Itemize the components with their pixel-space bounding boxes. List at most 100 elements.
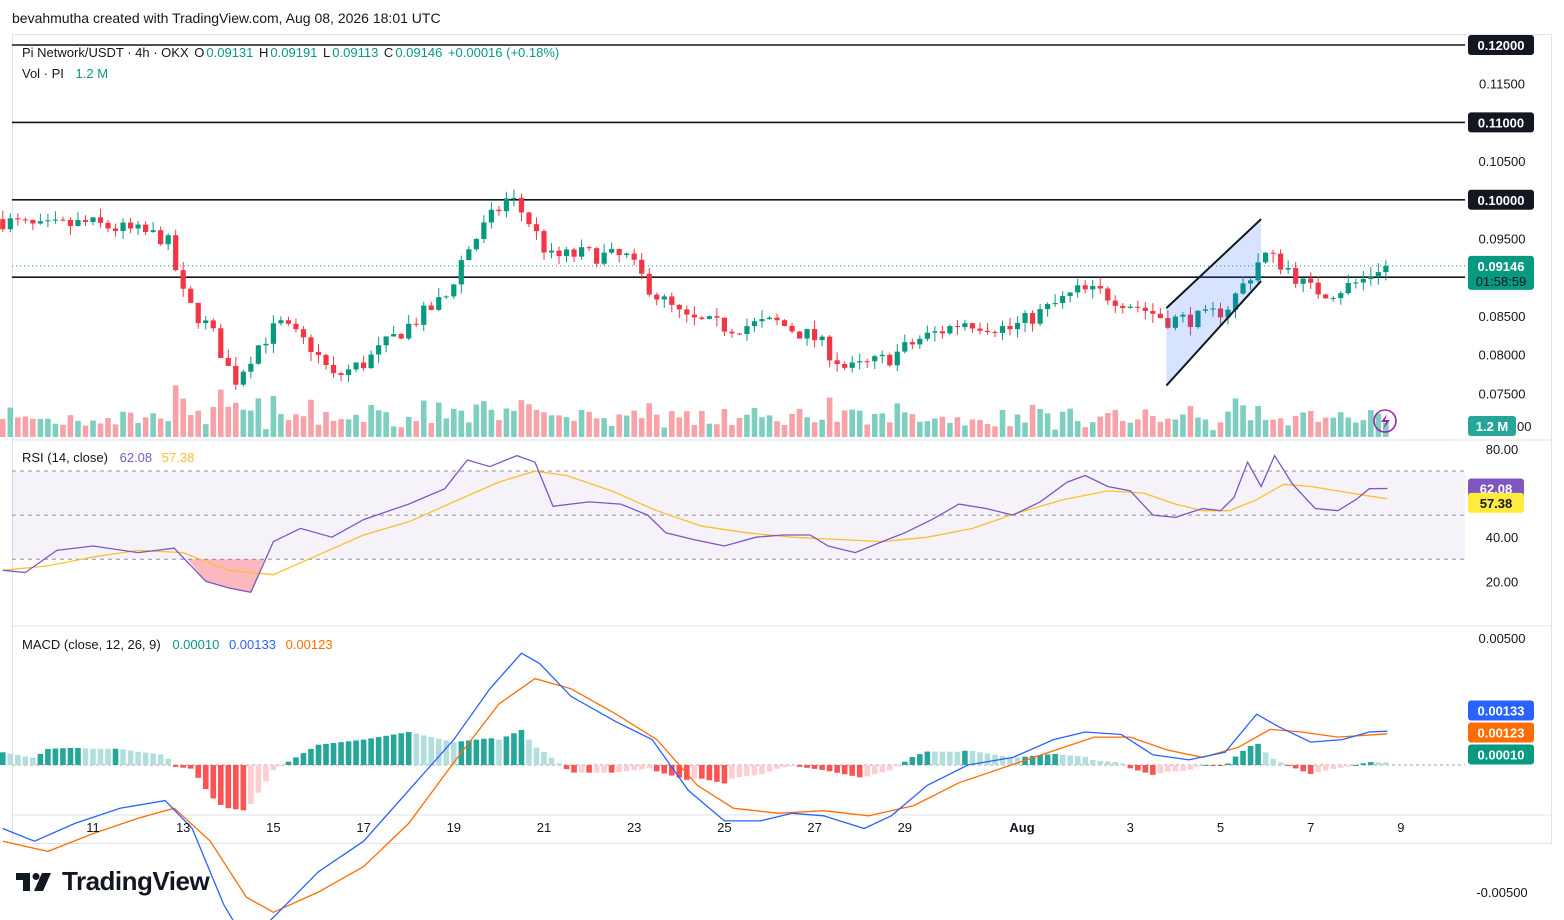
rsi-line	[2, 454, 1388, 594]
candle-body	[383, 336, 389, 346]
volume-bar	[1285, 425, 1291, 437]
macd-histogram-bar	[293, 757, 299, 765]
volume-bar	[1007, 426, 1013, 437]
macd-histogram-bar	[541, 751, 547, 765]
candle-body	[1090, 285, 1096, 290]
candle-body	[556, 250, 562, 257]
volume-bar	[548, 415, 555, 437]
macd-histogram-bar	[1097, 760, 1104, 765]
candle-body	[842, 364, 848, 368]
volume-bar	[924, 421, 931, 437]
macd-histogram-bar	[172, 765, 179, 767]
volume-bar	[435, 402, 442, 437]
candle-body	[1127, 306, 1133, 308]
candle-body	[669, 296, 675, 305]
volume-bar	[142, 417, 149, 437]
volume-bar	[1330, 417, 1337, 437]
candle-body	[180, 270, 186, 289]
volume-bar	[52, 423, 59, 437]
volume-bar	[744, 414, 750, 437]
rsi-label[interactable]: RSI (14, close)	[22, 450, 108, 465]
candle-body	[796, 331, 803, 339]
candle-body	[1045, 304, 1051, 310]
volume-bar	[706, 423, 713, 437]
low-label: L	[323, 45, 331, 60]
volume-bar	[1232, 398, 1239, 437]
macd-histogram-bar	[676, 765, 683, 778]
macd-histogram-bar	[781, 765, 788, 768]
candle-body	[879, 354, 885, 357]
volume-bar	[97, 423, 104, 437]
macd-label[interactable]: MACD (close, 12, 26, 9)	[22, 637, 161, 652]
volume-bar	[375, 410, 382, 437]
volume-bar	[1059, 411, 1066, 437]
volume-bar	[187, 415, 194, 437]
candle-body	[255, 345, 261, 364]
macd-histogram-bar	[894, 765, 901, 767]
candle-body	[661, 296, 667, 300]
macd-histogram-bar	[917, 754, 923, 765]
volume-bar	[879, 413, 886, 437]
macd-signal-value: 0.00123	[285, 637, 333, 652]
candle-body	[443, 296, 449, 298]
volume-bar	[1202, 419, 1209, 437]
candle-body	[135, 224, 141, 229]
volume-bar	[1067, 408, 1073, 437]
time-tick-label: Aug	[1009, 820, 1034, 835]
volume-bar	[1353, 422, 1359, 437]
volume-bar	[210, 407, 217, 437]
candle-body	[609, 248, 615, 253]
volume-bar	[909, 414, 916, 437]
volume-bar	[526, 404, 532, 437]
candle-body	[1022, 313, 1028, 323]
macd-histogram-bar	[473, 739, 480, 765]
time-tick-label: 13	[176, 820, 190, 835]
candle-body	[1232, 293, 1239, 310]
candle-body	[601, 252, 607, 264]
macd-histogram-bar	[451, 742, 457, 765]
volume-bar	[330, 420, 337, 437]
macd-histogram-bar	[586, 765, 592, 773]
volume-label[interactable]: Vol · PI	[22, 66, 64, 81]
macd-histogram-bar	[60, 748, 66, 765]
candle-body	[1120, 305, 1126, 308]
volume-bar	[135, 422, 141, 437]
macd-histogram-bar	[398, 733, 404, 765]
candle-body	[7, 218, 13, 230]
tradingview-brand[interactable]: TradingView	[14, 866, 210, 897]
symbol-label[interactable]: Pi Network/USDT · 4h · OKX	[22, 45, 189, 60]
macd-histogram-bar	[646, 765, 653, 769]
candle-body	[1014, 322, 1021, 330]
macd-histogram-bar	[774, 765, 780, 769]
volume-bar	[1157, 421, 1164, 437]
time-tick-label: 5	[1217, 820, 1224, 835]
flash-icon	[1373, 409, 1397, 433]
macd-histogram-bar	[1368, 762, 1374, 765]
volume-bar	[338, 419, 344, 437]
macd-histogram-bar	[879, 765, 886, 773]
macd-histogram-bar	[315, 744, 322, 765]
candle-body	[533, 224, 540, 232]
volume-bar	[496, 419, 502, 437]
candle-body	[451, 284, 457, 297]
macd-histogram-bar	[563, 765, 570, 770]
macd-histogram-bar	[496, 739, 502, 765]
candle-body	[22, 219, 28, 221]
candle-body	[1217, 308, 1224, 318]
macd-signal-badge-text: 0.00123	[1478, 726, 1525, 741]
macd-histogram-bar	[0, 752, 6, 765]
macd-histogram-bar	[67, 747, 74, 765]
macd-histogram-bar	[1157, 765, 1164, 774]
macd-histogram-bar	[1127, 765, 1134, 769]
macd-value-badge	[1468, 700, 1534, 721]
macd-histogram-bar	[751, 765, 758, 776]
macd-histogram-bar	[1383, 762, 1389, 765]
price-level-badge-text: 0.11000	[1478, 115, 1524, 130]
price-tick-label: 0.08000	[1479, 348, 1526, 363]
volume-bar	[977, 420, 983, 437]
candle-body	[143, 224, 149, 232]
candle-body	[1165, 318, 1171, 328]
volume-bar	[608, 425, 615, 437]
candle-body	[158, 230, 164, 245]
